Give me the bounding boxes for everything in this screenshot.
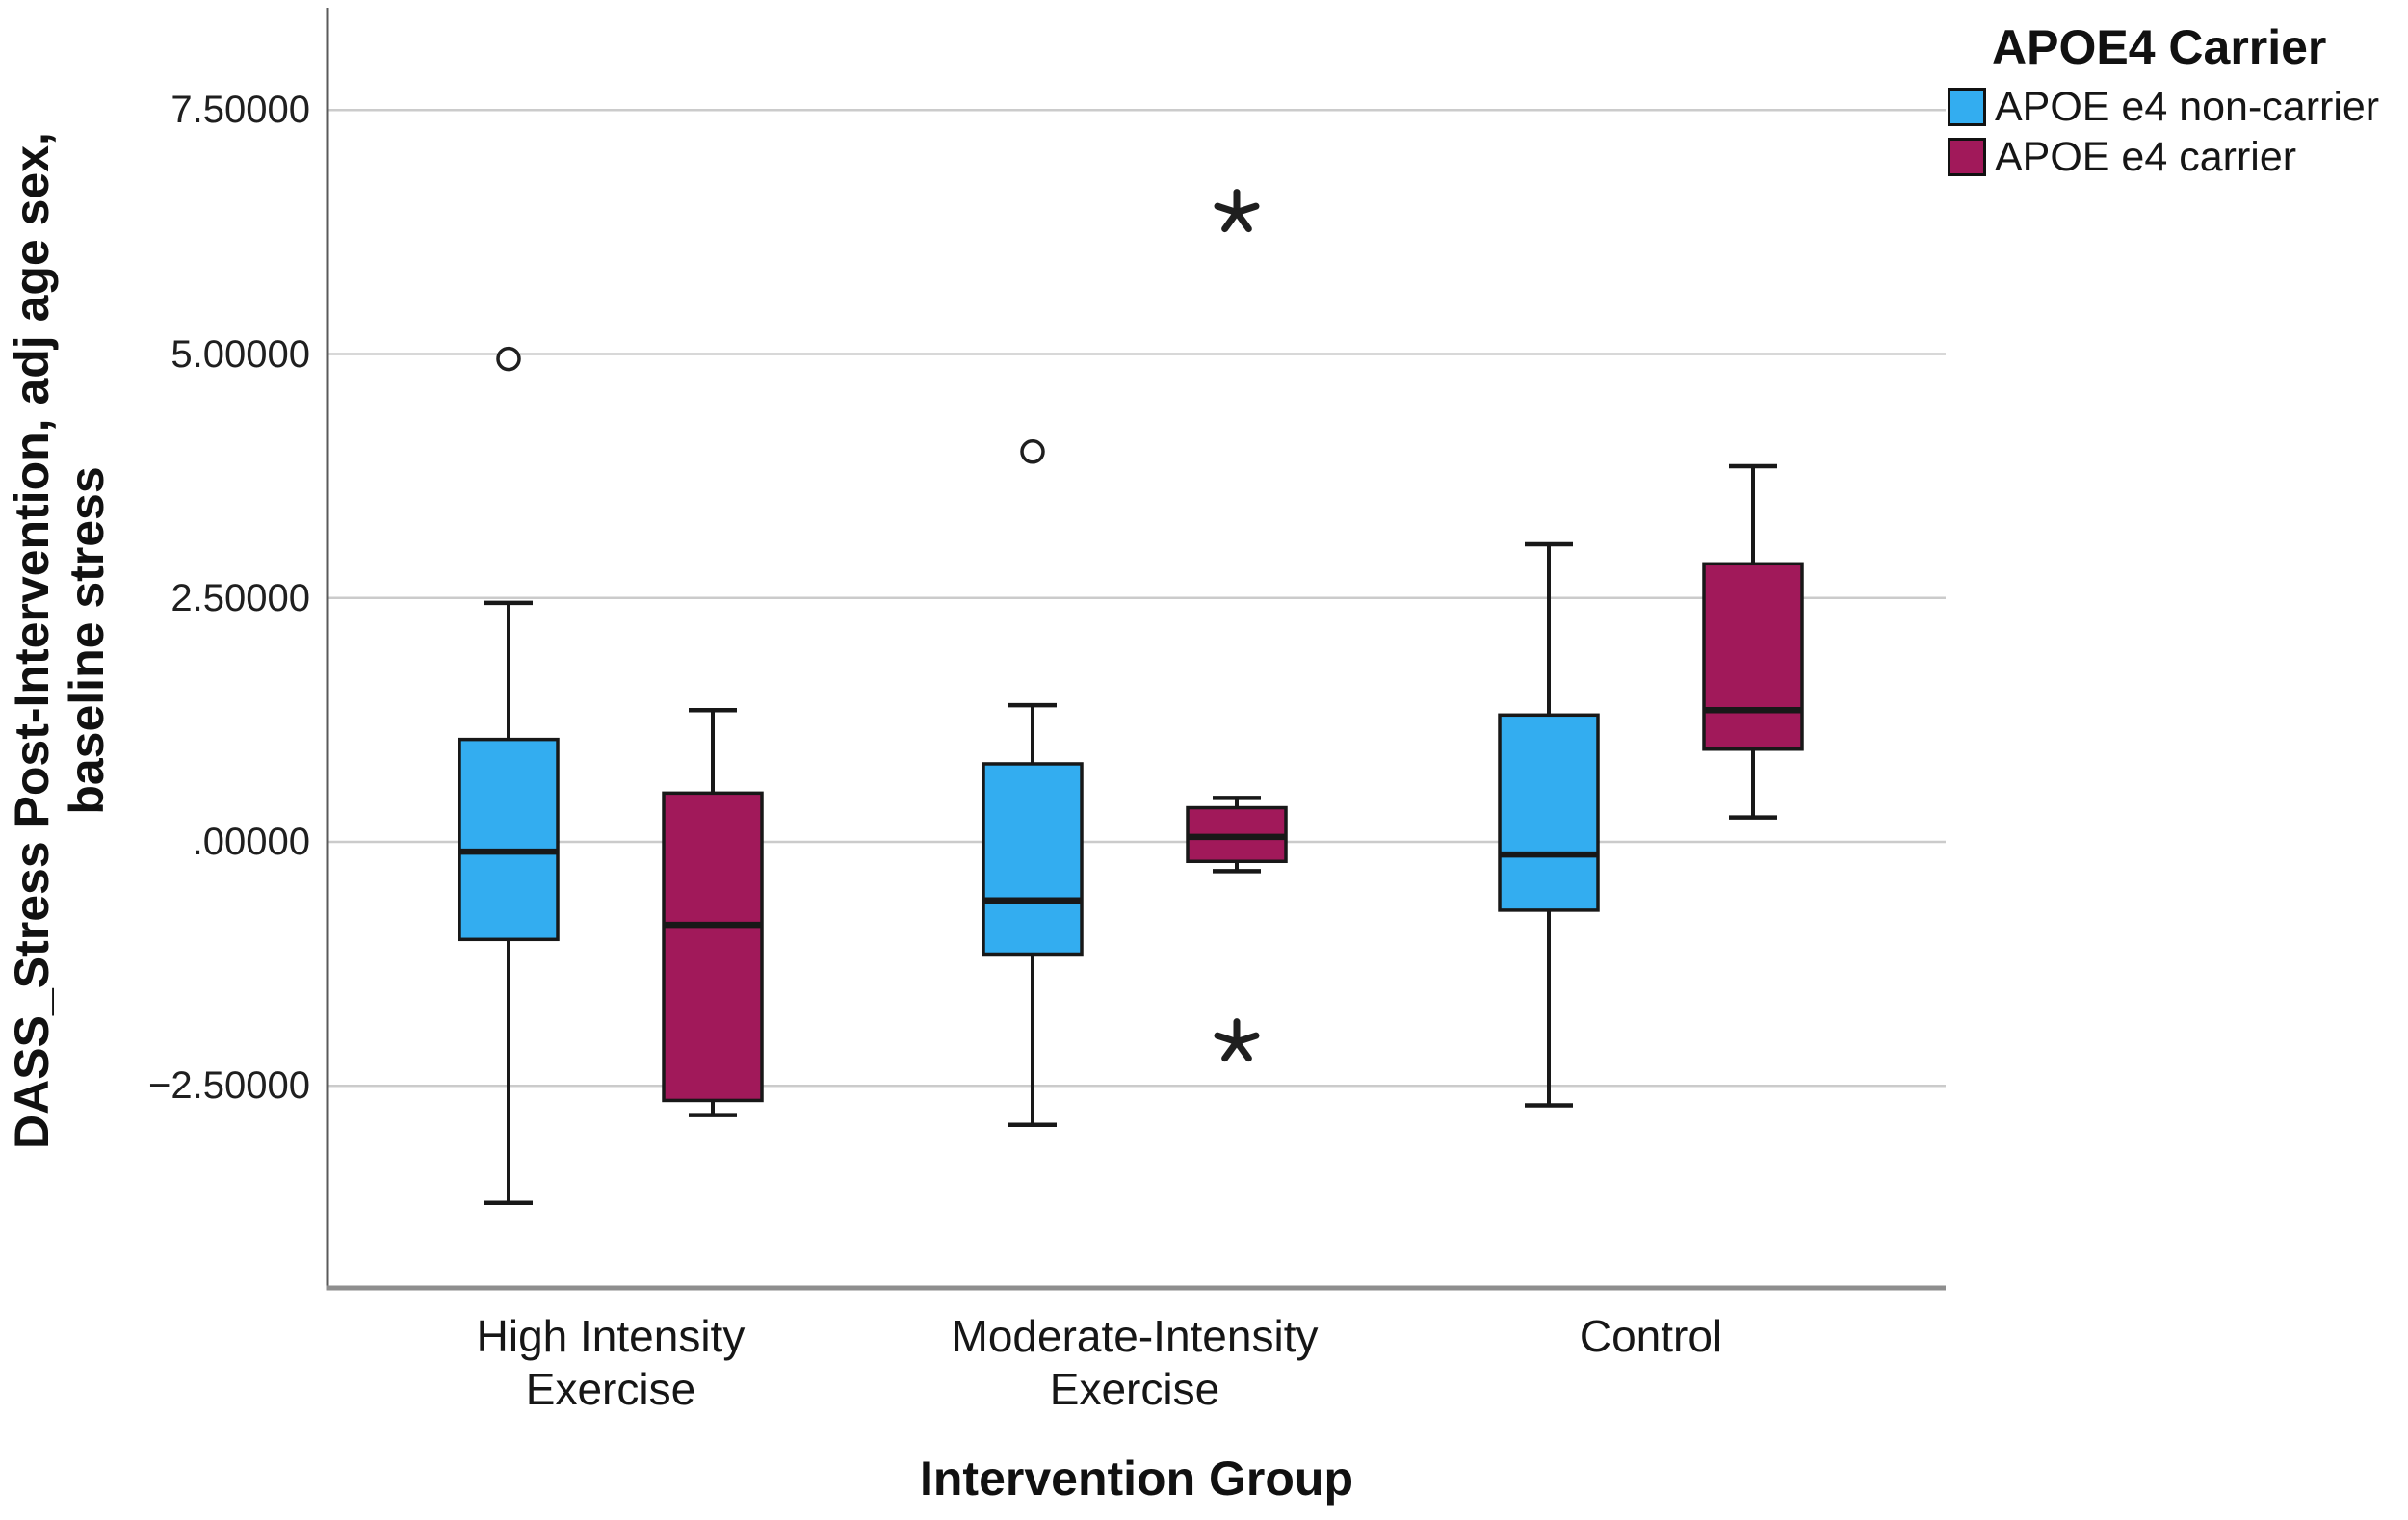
legend: APOE4 Carrier APOE e4 non-carrier APOE e… (1948, 19, 2379, 180)
x-category-label-line: Control (1579, 1311, 1723, 1361)
outlier-circle-icon (1020, 439, 1045, 464)
iqr-box (1498, 713, 1600, 912)
legend-label-carrier: APOE e4 carrier (1995, 133, 2297, 180)
box-carrier-0 (662, 707, 764, 1117)
y-tick-label-−2.50000: −2.50000 (148, 1064, 310, 1108)
x-category-label-line: Moderate-Intensity (951, 1311, 1319, 1361)
x-category-label-2: Control (1343, 1310, 1959, 1363)
legend-item-non-carrier: APOE e4 non-carrier (1948, 84, 2379, 130)
outlier-circle-icon (496, 346, 521, 372)
box-noncarrier-0 (458, 346, 560, 1206)
legend-items: APOE e4 non-carrier APOE e4 carrier (1948, 84, 2379, 180)
outlier-asterisk-icon (1233, 1038, 1252, 1062)
box-noncarrier-2 (1498, 541, 1600, 1108)
iqr-box (458, 737, 560, 942)
x-category-label-0: High Intensity Exercise (302, 1310, 919, 1416)
box-carrier-1 (1186, 189, 1288, 1062)
x-category-label-line: Exercise (525, 1364, 696, 1414)
y-tick-label-7.50000: 7.50000 (170, 89, 310, 132)
x-category-label-line: Exercise (1049, 1364, 1220, 1414)
y-tick-label-.00000: .00000 (192, 821, 310, 863)
legend-title: APOE4 Carrier (1992, 20, 2327, 74)
box-carrier-2 (1702, 463, 1804, 820)
x-category-label-1: Moderate-Intensity Exercise (826, 1310, 1443, 1416)
legend-swatch-non-carrier-icon (1948, 88, 1986, 126)
legend-swatch-carrier-icon (1948, 138, 1986, 176)
y-axis-title-line2: baseline stress (60, 466, 114, 815)
y-tick-label-2.50000: 2.50000 (170, 576, 310, 619)
y-axis-title-line1: DASS_Stress Post-Intervention, adj age s… (5, 132, 59, 1149)
outlier-asterisk-icon (1233, 209, 1252, 233)
y-axis-title: DASS_Stress Post-Intervention, adj age s… (5, 0, 117, 1315)
legend-item-carrier: APOE e4 carrier (1948, 134, 2379, 180)
x-category-label-line: High Intensity (476, 1311, 746, 1361)
y-tick-label-5.00000: 5.00000 (170, 332, 310, 376)
iqr-box (1702, 562, 1804, 751)
iqr-box (662, 791, 764, 1103)
iqr-box (982, 762, 1084, 957)
legend-label-non-carrier: APOE e4 non-carrier (1995, 83, 2380, 130)
x-axis-title: Intervention Group (920, 1452, 1353, 1506)
box-noncarrier-1 (982, 439, 1084, 1128)
